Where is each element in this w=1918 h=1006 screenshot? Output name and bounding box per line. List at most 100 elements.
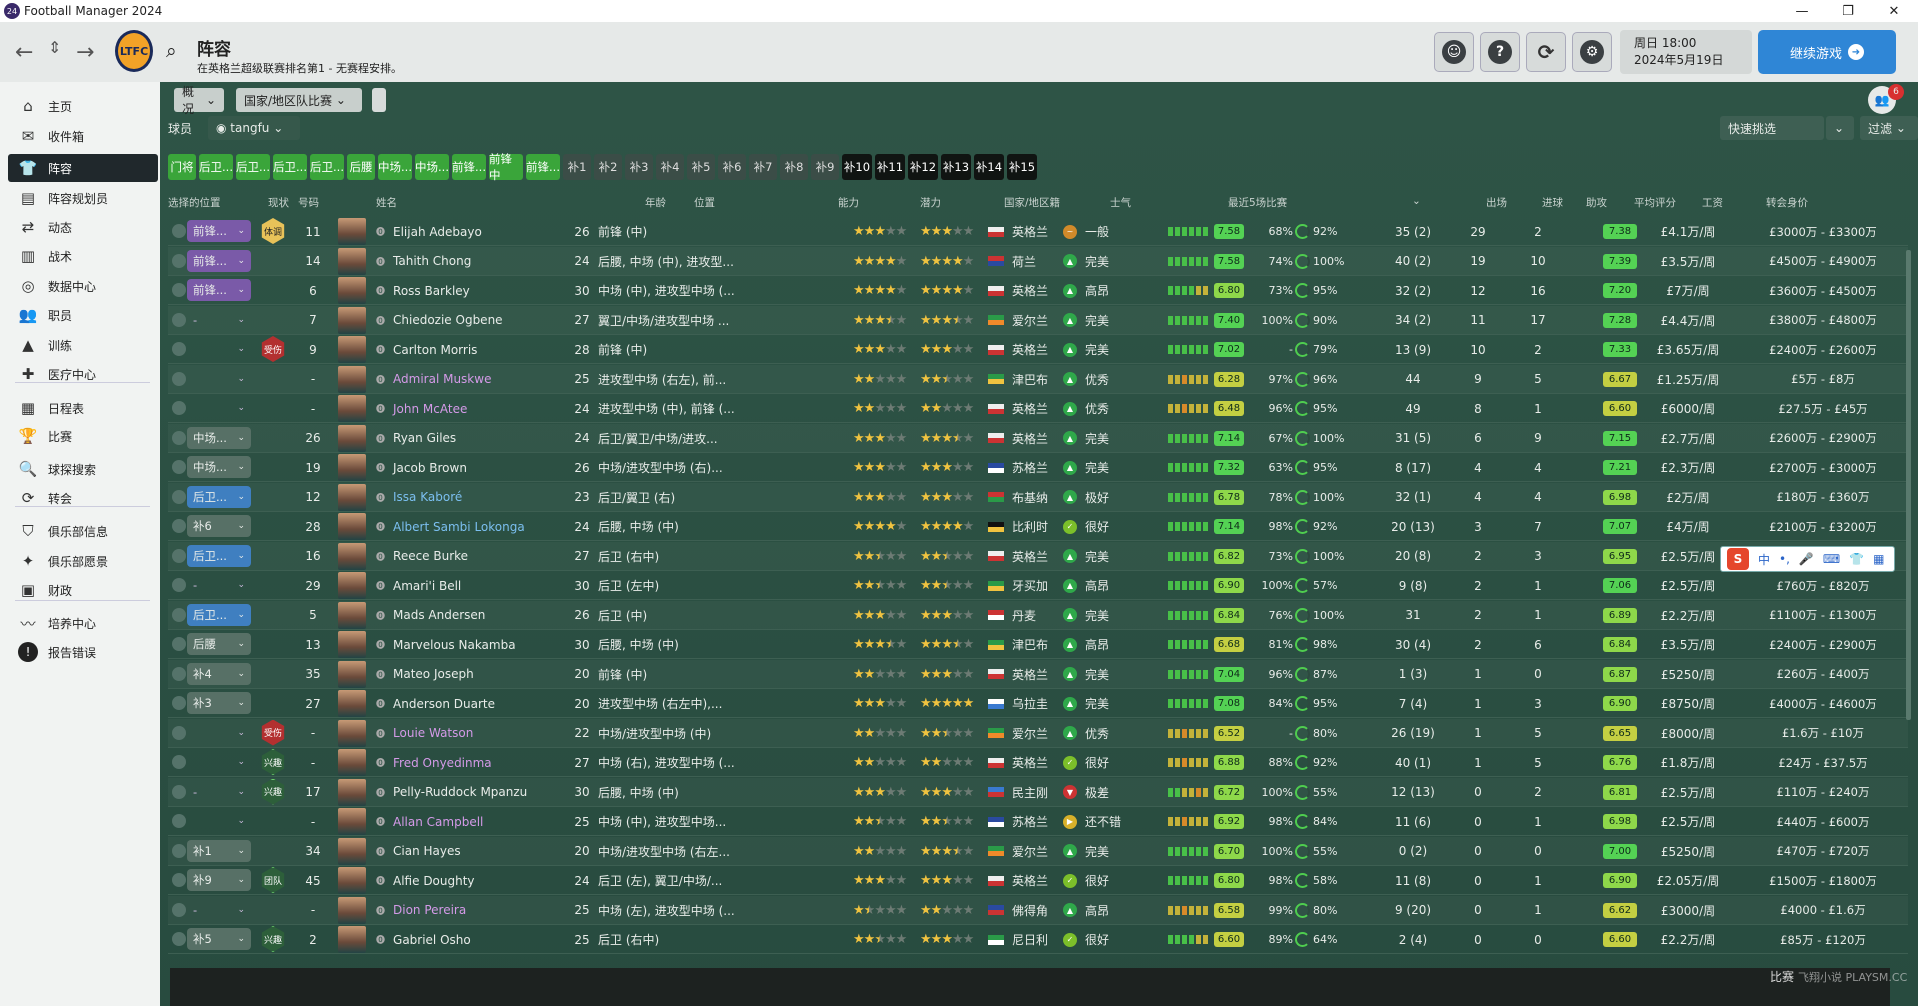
selected-position-dropdown[interactable]: ⌄ <box>187 810 251 832</box>
table-row[interactable]: 补3 ⌄ 27 ⓿ Anderson Duarte 20 进攻型中场 (右左中),... ★★… <box>168 689 1908 718</box>
club-crest[interactable]: LTFC <box>115 30 153 72</box>
filter-button-5[interactable]: 后腰 <box>347 154 375 180</box>
table-row[interactable]: ⌄ - ⓿ John McAtee 24 进攻型中场 (中), 前锋 (... ★★★★★ ★… <box>168 394 1908 423</box>
selected-position-dropdown[interactable]: - ⌄ <box>187 574 251 596</box>
col-potential[interactable]: 潜力 <box>920 197 941 209</box>
row-select-checkbox[interactable] <box>172 873 186 887</box>
sidebar-item-5[interactable]: ▥ 战术 <box>0 242 160 270</box>
row-select-checkbox[interactable] <box>172 784 186 799</box>
player-name[interactable]: ⓿ Amari'i Bell <box>376 571 576 600</box>
row-select-checkbox[interactable] <box>172 253 186 268</box>
selected-position-dropdown[interactable]: 前锋... ⌄ <box>187 279 251 301</box>
filter-button-15[interactable]: 补5 <box>687 154 715 180</box>
sidebar-item-15[interactable]: ✦ 俱乐部愿景 <box>0 547 160 575</box>
row-select-checkbox[interactable] <box>172 843 186 858</box>
row-select-checkbox[interactable] <box>172 548 186 563</box>
sidebar-item-9[interactable]: ✚ 医疗中心 <box>0 360 160 388</box>
col-number[interactable]: 号码 <box>298 197 319 209</box>
player-name[interactable]: ⓿ Gabriel Osho <box>376 925 576 954</box>
col-value[interactable]: 转会身价 <box>1766 197 1808 209</box>
table-row[interactable]: ⌄ 受伤 - ⓿ Louie Watson 22 中场/进攻型中场 (中) ★★★★★ ★★★★… <box>168 719 1908 748</box>
row-select-checkbox[interactable] <box>172 902 186 917</box>
filter-button-18[interactable]: 补8 <box>780 154 808 180</box>
selected-position-dropdown[interactable]: 前锋... ⌄ <box>187 249 251 272</box>
selected-position-dropdown[interactable]: ⌄ <box>187 368 251 390</box>
player-name[interactable]: ⓿ Mateo Joseph <box>376 660 576 689</box>
sidebar-item-12[interactable]: 🔍 球探搜索 <box>0 455 160 483</box>
col-form[interactable]: 最近5场比赛 <box>1228 197 1288 209</box>
ime-mode[interactable]: 中 <box>1758 552 1771 567</box>
player-name[interactable]: ⓿ Alfie Doughty <box>376 866 576 895</box>
col-assists[interactable]: 助攻 <box>1586 197 1607 209</box>
filter-button-0[interactable]: 门将 <box>168 154 196 180</box>
ime-toolbar[interactable]: S 中 •, 🎤 ⌨ 👕 ▦ <box>1720 546 1895 572</box>
ime-menu-icon[interactable]: ▦ <box>1873 552 1885 566</box>
sidebar-item-1[interactable]: ✉ 收件箱 <box>0 122 160 150</box>
row-select-checkbox[interactable] <box>172 371 186 386</box>
table-row[interactable]: 补9 ⌄ 团队 45 ⓿ Alfie Doughty 24 后卫 (左), 翼卫/中场/...… <box>168 866 1908 895</box>
player-name[interactable]: ⓿ Tahith Chong <box>376 247 576 276</box>
table-row[interactable]: 补6 ⌄ 28 ⓿ Albert Sambi Lokonga 24 后腰, 中场 (中) ★★… <box>168 512 1908 541</box>
row-select-checkbox[interactable] <box>172 460 186 474</box>
player-name[interactable]: ⓿ Anderson Duarte <box>376 689 576 718</box>
player-name[interactable]: ⓿ Elijah Adebayo <box>376 217 576 246</box>
row-select-checkbox[interactable] <box>172 932 186 946</box>
player-name[interactable]: ⓿ Pelly-Ruddock Mpanzu <box>376 778 576 807</box>
selected-position-dropdown[interactable]: 补9 ⌄ <box>187 869 251 891</box>
table-row[interactable]: ⌄ - ⓿ Allan Campbell 25 中场 (中), 进攻型中场... ★★★★★… <box>168 807 1908 836</box>
col-ability[interactable]: 能力 <box>838 197 859 209</box>
player-name[interactable]: ⓿ Marvelous Nakamba <box>376 630 576 659</box>
table-row[interactable]: 前锋... ⌄ 6 ⓿ Ross Barkley 30 中场 (中), 进攻型中场 (...… <box>168 276 1908 305</box>
col-wage[interactable]: 工资 <box>1702 197 1723 209</box>
table-row[interactable]: 补4 ⌄ 35 ⓿ Mateo Joseph 20 前锋 (中) ★★★★★ ★★★★★ 英格兰 ▲… <box>168 660 1908 689</box>
row-select-checkbox[interactable] <box>172 725 186 740</box>
selected-position-dropdown[interactable]: 后卫... ⌄ <box>187 485 251 508</box>
col-nation[interactable]: 国家/地区籍 <box>1004 197 1061 209</box>
sidebar-item-2[interactable]: 👕 阵容 <box>8 154 158 182</box>
selected-position-dropdown[interactable]: 前锋... ⌄ <box>187 220 251 242</box>
player-name[interactable]: ⓿ Albert Sambi Lokonga <box>376 512 576 541</box>
col-status[interactable]: 现状 <box>268 197 289 209</box>
row-select-checkbox[interactable] <box>172 637 186 651</box>
table-row[interactable]: 补5 ⌄ 兴趣 2 ⓿ Gabriel Osho 25 后卫 (右中) ★★★★★ ★★★★★ 尼日… <box>168 925 1908 954</box>
match-label[interactable]: 比赛 <box>1770 970 1795 984</box>
player-name[interactable]: ⓿ Ross Barkley <box>376 276 576 305</box>
filter-button-1[interactable]: 后卫... <box>199 154 233 180</box>
filter-button-6[interactable]: 中场... <box>378 154 412 180</box>
table-scrollbar[interactable] <box>1906 250 1911 720</box>
sidebar-item-7[interactable]: 👥 职员 <box>0 301 160 329</box>
table-row[interactable]: ⌄ 兴趣 - ⓿ Fred Onyedinma 27 中场 (右), 进攻型中场 (... ★… <box>168 748 1908 777</box>
filter-button-22[interactable]: 补12 <box>908 154 938 180</box>
selected-position-dropdown[interactable]: ⌄ <box>187 722 251 744</box>
filter-button-12[interactable]: 补2 <box>594 154 622 180</box>
table-row[interactable]: 后卫... ⌄ 5 ⓿ Mads Andersen 26 后卫 (中) ★★★★★ ★★★★★ 丹… <box>168 601 1908 630</box>
filter-button-9[interactable]: 前锋中 <box>489 152 523 182</box>
player-name[interactable]: ⓿ Cian Hayes <box>376 837 576 866</box>
filter-button-25[interactable]: 补15 <box>1007 154 1037 180</box>
player-name[interactable]: ⓿ Issa Kaboré <box>376 483 576 512</box>
ime-punct-icon[interactable]: •, <box>1779 552 1790 566</box>
sidebar-item-11[interactable]: 🏆 比赛 <box>0 422 160 450</box>
selected-position-dropdown[interactable]: ⌄ <box>187 397 251 419</box>
row-select-checkbox[interactable] <box>172 519 186 533</box>
filter-button-10[interactable]: 前锋... <box>526 154 560 180</box>
table-row[interactable]: 后卫... ⌄ 16 ⓿ Reece Burke 27 后卫 (右中) ★★★★★ ★★★★★ 英… <box>168 542 1908 571</box>
selected-position-dropdown[interactable]: 补3 ⌄ <box>187 692 251 714</box>
sidebar-item-16[interactable]: ▣ 财政 <box>0 576 160 604</box>
competition-dropdown[interactable]: 国家/地区队比赛 ⌄ <box>236 88 362 112</box>
settings-button[interactable]: ⚙ <box>1572 32 1612 72</box>
col-name[interactable]: 姓名 <box>376 197 397 209</box>
filter-button-20[interactable]: 补10 <box>842 154 872 180</box>
table-row[interactable]: - ⌄ - ⓿ Dion Pereira 25 中场 (左), 进攻型中场 (... ★★★★… <box>168 896 1908 925</box>
manager-face-button[interactable]: ☺ <box>1434 32 1474 72</box>
selected-position-dropdown[interactable]: 补5 ⌄ <box>187 928 251 950</box>
microphone-icon[interactable]: 🎤 <box>1798 552 1814 566</box>
forward-arrow-icon[interactable]: → <box>76 40 95 65</box>
row-select-checkbox[interactable] <box>172 578 186 592</box>
col-position[interactable]: 位置 <box>694 197 715 209</box>
col-avg-rating[interactable]: 平均评分 <box>1634 197 1676 209</box>
sidebar-item-10[interactable]: ▦ 日程表 <box>0 394 160 422</box>
player-name[interactable]: ⓿ Chiedozie Ogbene <box>376 306 576 335</box>
player-name[interactable]: ⓿ Allan Campbell <box>376 807 576 836</box>
help-button[interactable]: ? <box>1480 32 1520 72</box>
